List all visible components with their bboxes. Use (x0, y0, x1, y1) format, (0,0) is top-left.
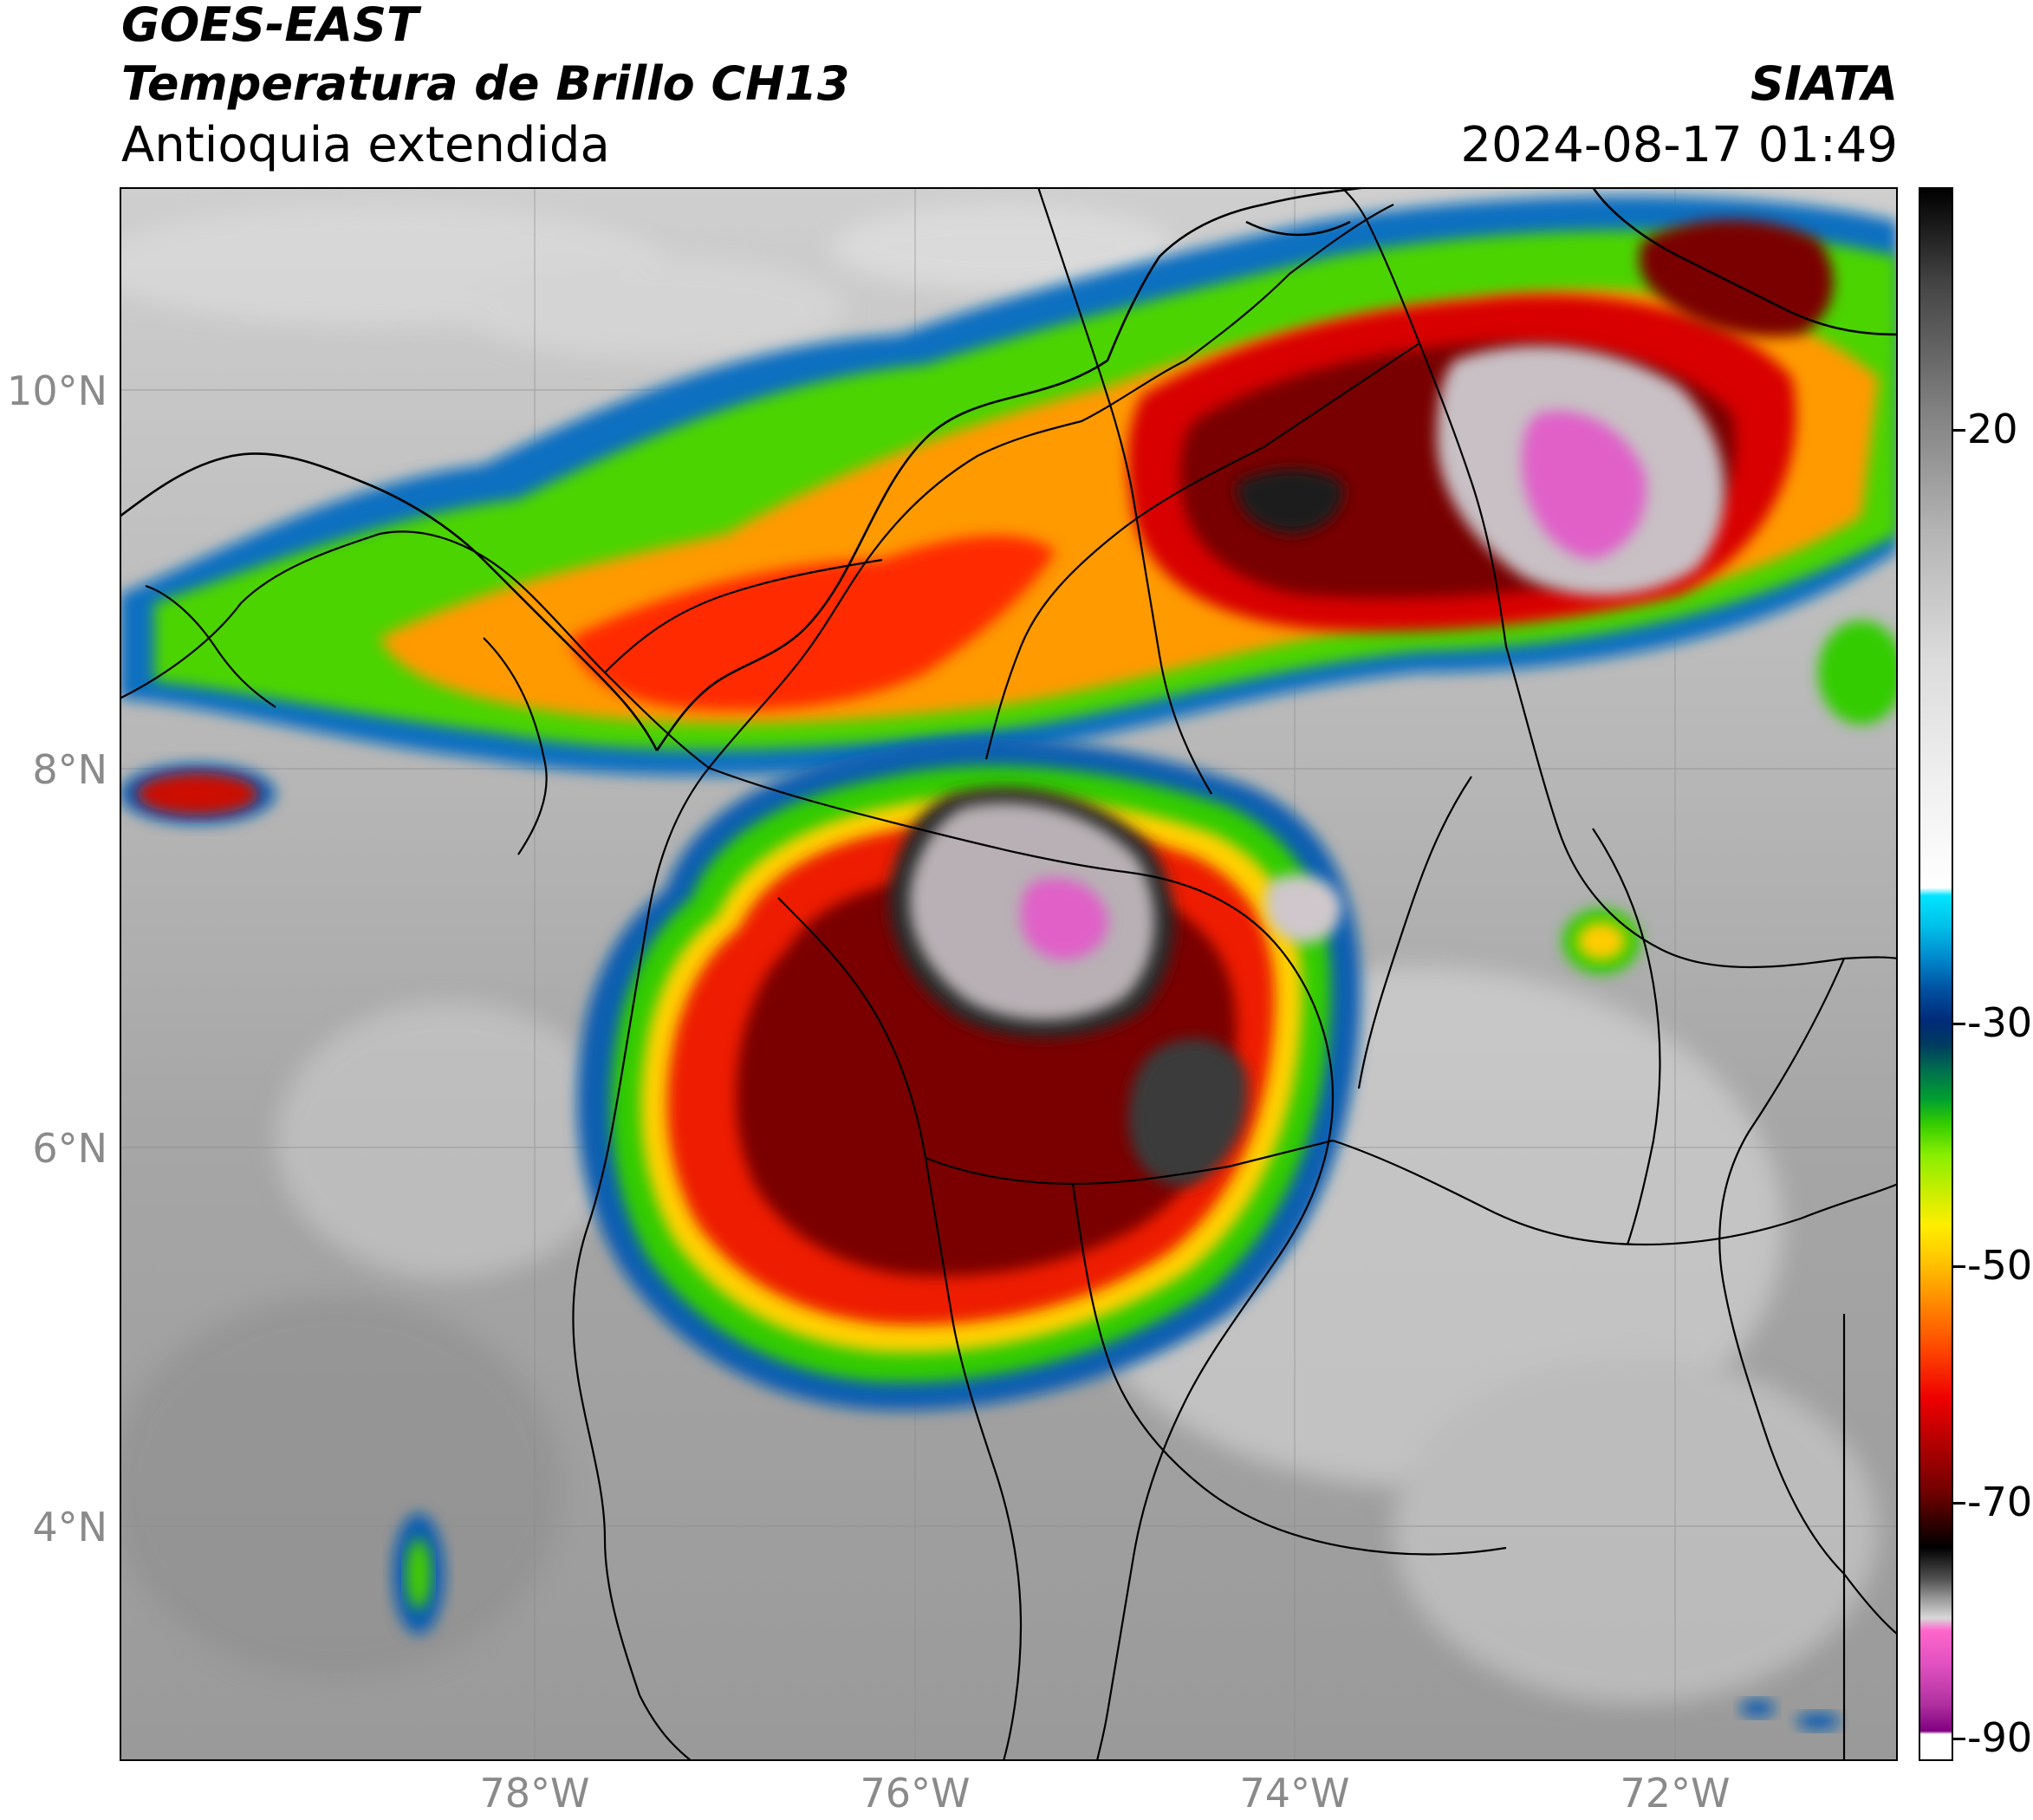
colorbar-label-20: 20 (1967, 406, 2018, 452)
coastline (120, 187, 1898, 751)
colorbar-tick (1953, 429, 1965, 432)
cloud-system-north (120, 196, 1898, 776)
colorbar-tick (1953, 1738, 1965, 1740)
map-layers (120, 187, 1898, 1761)
colorbar-label-neg70: -70 (1967, 1479, 2033, 1525)
lon-label-76w: 76°W (860, 1770, 971, 1817)
organization-label: SIATA (1750, 56, 1898, 111)
colorbar-tick (1953, 1265, 1965, 1268)
lat-label-4n: 4°N (32, 1504, 107, 1550)
lon-label-74w: 74°W (1239, 1770, 1350, 1817)
colorbar-label-neg50: -50 (1967, 1242, 2033, 1289)
colorbar-tick (1953, 1023, 1965, 1025)
lat-label-10n: 10°N (7, 367, 107, 414)
colorbar-tick (1953, 1502, 1965, 1505)
product-title: Temperatura de Brillo CH13 (121, 56, 850, 111)
satellite-title: GOES-EAST (121, 0, 419, 52)
colorbar-label-neg90: -90 (1967, 1714, 2033, 1761)
satellite-map[interactable] (120, 187, 1898, 1761)
lon-label-78w: 78°W (479, 1770, 590, 1817)
scattered-cloud-cells (120, 621, 1898, 1730)
region-subtitle: Antioquia extendida (121, 117, 610, 173)
lat-label-6n: 6°N (32, 1125, 107, 1172)
convective-system-central-antioquia (577, 738, 1361, 1411)
map-frame (120, 187, 1898, 1761)
political-borders (120, 187, 1898, 1761)
lat-label-8n: 8°N (32, 746, 107, 793)
lon-label-72w: 72°W (1620, 1770, 1731, 1817)
colorbar (1919, 187, 1953, 1761)
colorbar-label-neg30: -30 (1967, 999, 2033, 1046)
timestamp-label: 2024-08-17 01:49 (1460, 117, 1898, 173)
